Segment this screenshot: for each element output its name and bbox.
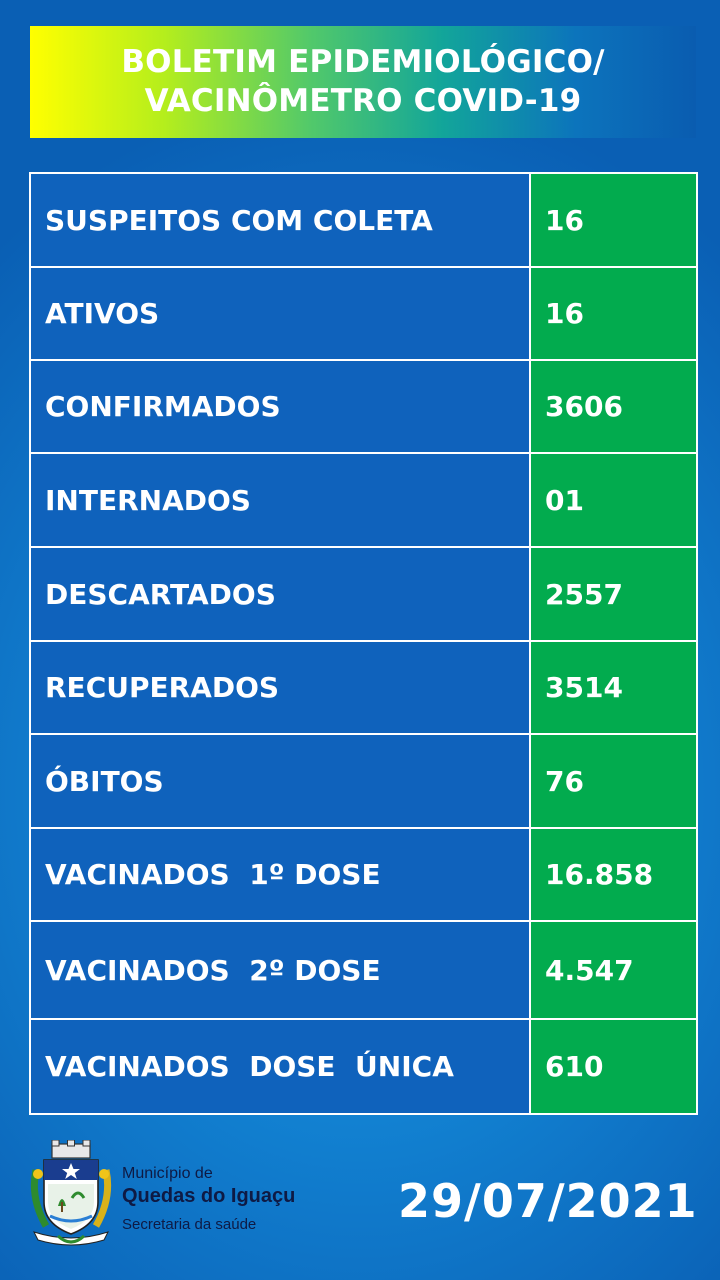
table-row: VACINADOS 2º DOSE 4.547 bbox=[29, 920, 698, 1020]
row-label: CONFIRMADOS bbox=[29, 359, 531, 454]
row-value: 3514 bbox=[529, 640, 698, 735]
table-row: DESCARTADOS 2557 bbox=[29, 546, 698, 642]
row-label: INTERNADOS bbox=[29, 452, 531, 548]
row-value: 3606 bbox=[529, 359, 698, 454]
table-row: VACINADOS DOSE ÚNICA 610 bbox=[29, 1018, 698, 1115]
row-label: SUSPEITOS COM COLETA bbox=[29, 172, 531, 268]
table-row: VACINADOS 1º DOSE 16.858 bbox=[29, 827, 698, 922]
org-prefix: Município de bbox=[122, 1165, 213, 1182]
row-label: VACINADOS DOSE ÚNICA bbox=[29, 1018, 531, 1115]
row-value: 16.858 bbox=[529, 827, 698, 922]
statistics-table: SUSPEITOS COM COLETA 16 ATIVOS 16 CONFIR… bbox=[29, 172, 698, 1115]
row-value: 01 bbox=[529, 452, 698, 548]
row-value: 76 bbox=[529, 733, 698, 829]
title-line-1: BOLETIM EPIDEMIOLÓGICO/ bbox=[121, 44, 605, 81]
table-row: ÓBITOS 76 bbox=[29, 733, 698, 829]
row-label: ÓBITOS bbox=[29, 733, 531, 829]
row-label: DESCARTADOS bbox=[29, 546, 531, 642]
table-row: INTERNADOS 01 bbox=[29, 452, 698, 548]
table-row: RECUPERADOS 3514 bbox=[29, 640, 698, 735]
table-row: CONFIRMADOS 3606 bbox=[29, 359, 698, 454]
row-value: 610 bbox=[529, 1018, 698, 1115]
title-line-2: VACINÔMETRO COVID-19 bbox=[144, 83, 582, 119]
row-label: VACINADOS 1º DOSE bbox=[29, 827, 531, 922]
municipal-coat-of-arms-icon bbox=[28, 1139, 114, 1248]
title-banner: BOLETIM EPIDEMIOLÓGICO/ VACINÔMETRO COVI… bbox=[30, 26, 696, 138]
bulletin-date: 29/07/2021 bbox=[398, 1174, 698, 1228]
table-row: ATIVOS 16 bbox=[29, 266, 698, 361]
row-value: 2557 bbox=[529, 546, 698, 642]
row-label: VACINADOS 2º DOSE bbox=[29, 920, 531, 1020]
row-label: ATIVOS bbox=[29, 266, 531, 361]
org-name: Quedas do Iguaçu bbox=[122, 1185, 296, 1207]
row-value: 4.547 bbox=[529, 920, 698, 1020]
row-value: 16 bbox=[529, 172, 698, 268]
row-label: RECUPERADOS bbox=[29, 640, 531, 735]
row-value: 16 bbox=[529, 266, 698, 361]
table-row: SUSPEITOS COM COLETA 16 bbox=[29, 172, 698, 268]
organization-block: Município de Quedas do Iguaçu Secretaria… bbox=[122, 1164, 295, 1238]
department-name: Secretaria da saúde bbox=[122, 1216, 257, 1233]
